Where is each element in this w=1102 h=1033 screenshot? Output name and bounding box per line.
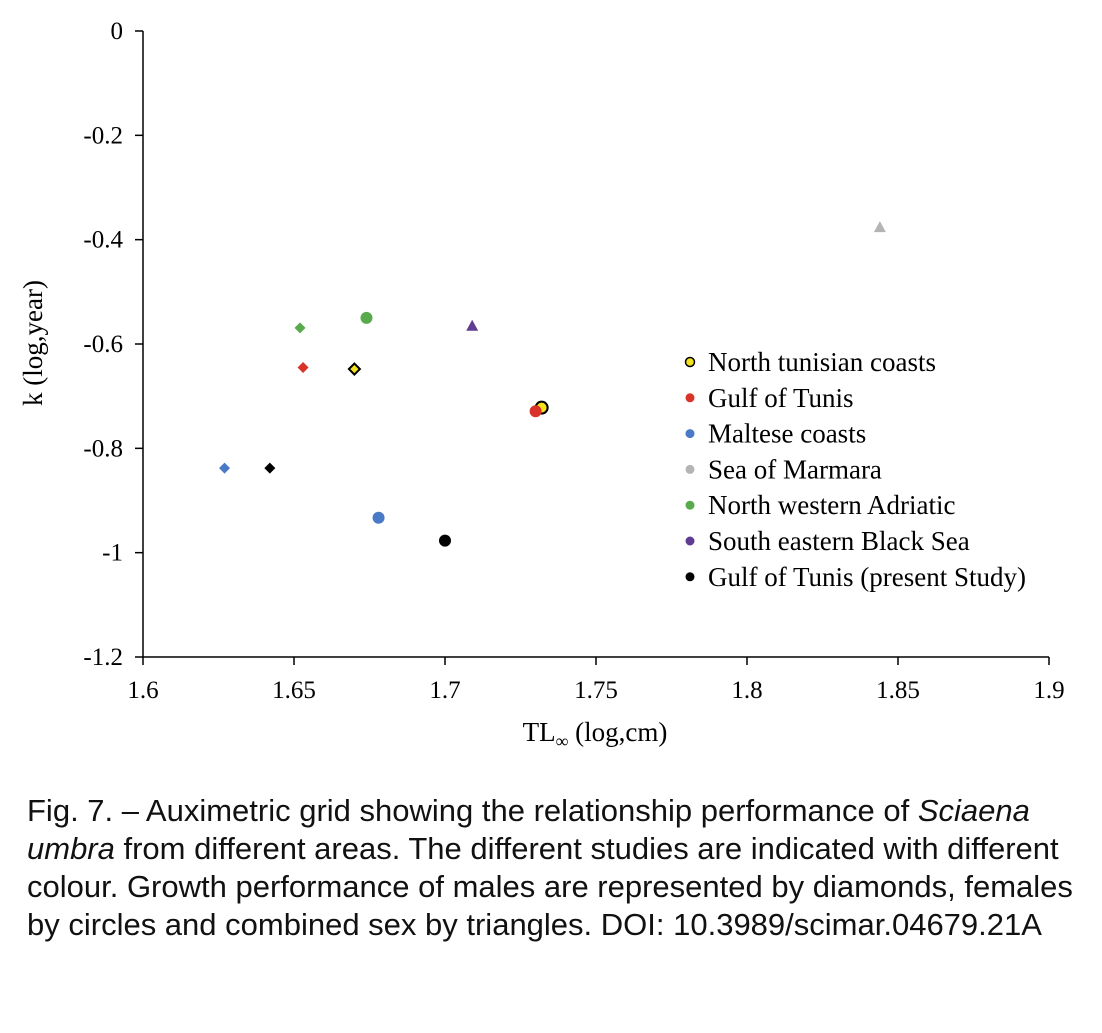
x-ticks: 1.6 1.65 1.7 1.75 1.8 1.85 1.9 — [127, 657, 1065, 704]
data-point-diamond — [264, 462, 276, 474]
x-tick-label: 1.85 — [876, 677, 920, 704]
data-point-circle — [529, 405, 542, 418]
data-point-triangle — [466, 319, 479, 331]
legend-entry: North western Adriatic — [708, 490, 955, 520]
legend-entry: Gulf of Tunis (present Study) — [708, 562, 1026, 592]
legend-entry: Sea of Marmara — [708, 454, 882, 484]
x-tick-label: 1.65 — [272, 677, 316, 704]
data-point-diamond — [297, 361, 309, 373]
y-tick-label: -1 — [102, 540, 123, 567]
legend-marker — [685, 429, 695, 439]
legend-marker — [684, 356, 696, 368]
data-point-circle — [360, 311, 373, 324]
figure-caption: Fig. 7. – Auximetric grid showing the re… — [27, 793, 1073, 942]
species-name: Sciaena umbra — [27, 793, 1030, 866]
x-tick-label: 1.75 — [574, 677, 618, 704]
legend-marker — [685, 500, 695, 510]
legend: North tunisian coasts Gulf of Tunis Maltes… — [684, 347, 1026, 592]
x-tick-label: 1.7 — [429, 677, 460, 704]
legend-marker — [685, 393, 695, 403]
y-tick-label: -0.8 — [83, 435, 123, 462]
x-axis-label: TL∞ (log,cm) — [523, 717, 668, 751]
data-point-diamond — [347, 362, 362, 376]
y-tick-label: -0.6 — [83, 331, 123, 358]
y-tick-label: -1.2 — [83, 644, 123, 671]
legend-marker — [685, 572, 695, 582]
y-tick-label: -0.4 — [83, 227, 123, 254]
data-point-diamond — [294, 322, 306, 334]
x-tick-label: 1.8 — [731, 677, 762, 704]
y-ticks: 0 -0.2 -0.4 -0.6 -0.8 -1 -1.2 — [83, 18, 143, 671]
y-tick-label: -0.2 — [83, 122, 123, 149]
data-point-diamond — [219, 462, 231, 474]
x-tick-label: 1.9 — [1033, 677, 1064, 704]
y-tick-label: 0 — [111, 18, 124, 45]
data-point-triangle — [873, 221, 886, 233]
data-point-circle — [372, 511, 385, 524]
x-tick-label: 1.6 — [127, 677, 158, 704]
legend-marker — [685, 464, 695, 474]
legend-entry: Gulf of Tunis — [708, 383, 854, 413]
legend-entry: Maltese coasts — [708, 419, 866, 449]
y-axis-label: k (log,year) — [18, 280, 48, 406]
scatter-chart: 0-0.2-0.4-0.6-0.8-1-1.2 1.6 1.65 1.7 1.75 1.… — [18, 18, 1065, 751]
legend-marker — [685, 536, 695, 546]
legend-entry: South eastern Black Sea — [708, 526, 970, 556]
data-point-circle — [439, 534, 451, 547]
legend-entry: North tunisian coasts — [708, 347, 936, 377]
data-points — [219, 221, 886, 547]
